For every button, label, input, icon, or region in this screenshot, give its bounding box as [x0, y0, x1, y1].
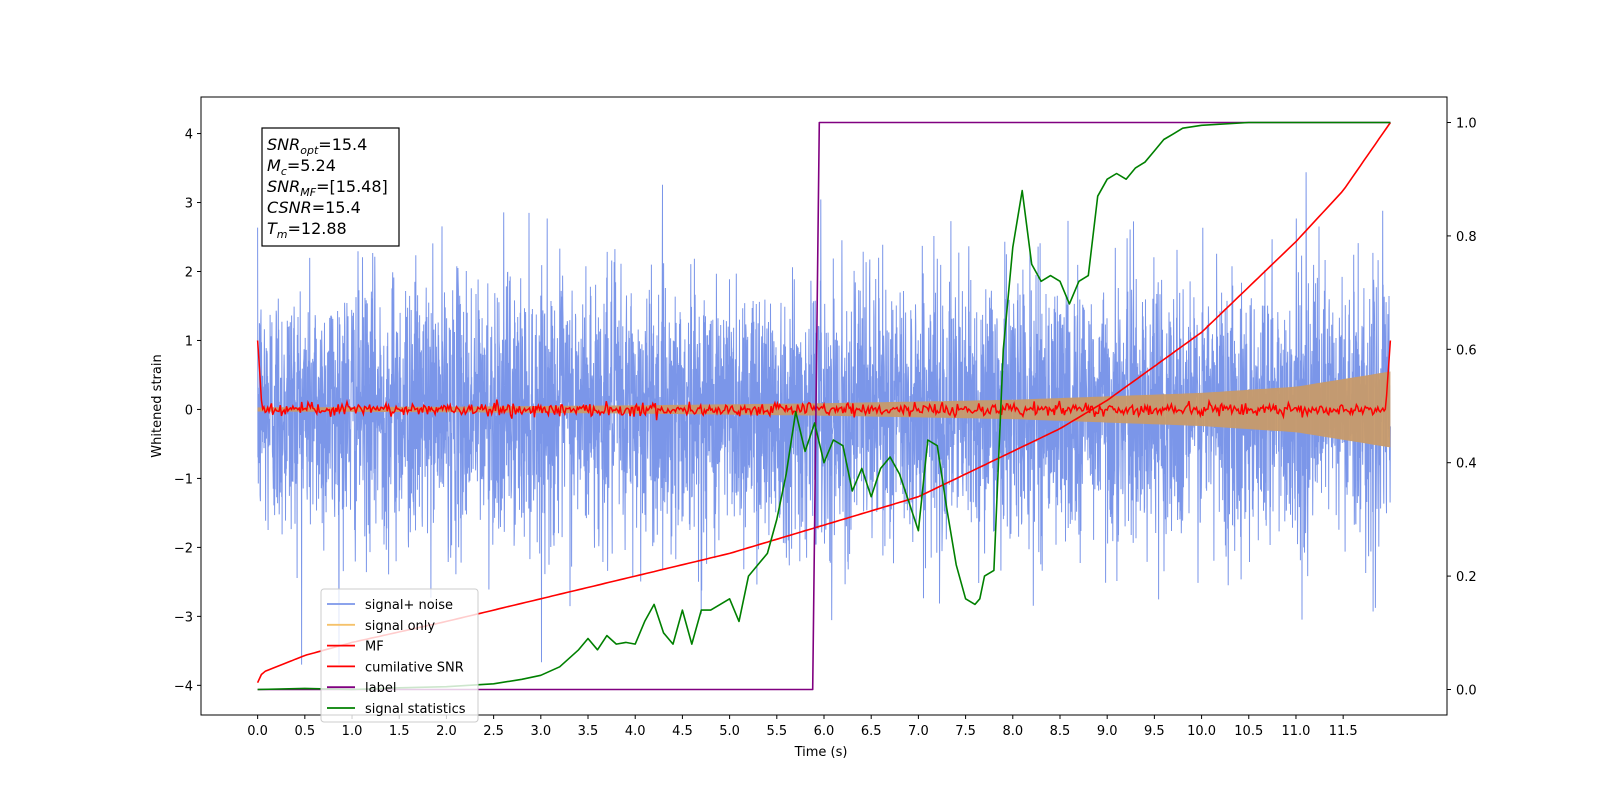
- annotation-line: SNRMF=[15.48]: [267, 177, 388, 199]
- annotation-frame: [261, 127, 400, 247]
- axes: 0.0 0.5 1.0 1.5 2.0 2.5 3.0 3.5 4.0 4.5 5.0 5.5 6.0 6…: [174, 117, 1477, 739]
- x-tick-label: 6.0: [814, 724, 835, 739]
- x-tick-label: 7.0: [908, 724, 929, 739]
- annotation-line: CSNR=15.4: [267, 198, 361, 217]
- y-tick-label: −3: [174, 610, 193, 625]
- y-tick-label: −4: [174, 679, 193, 694]
- x-tick-label: 8.0: [1002, 724, 1023, 739]
- y2-tick-label: 0.2: [1456, 570, 1477, 585]
- y-tick-label: 1: [185, 334, 193, 349]
- y2-tick-label: 0.8: [1456, 230, 1477, 245]
- x-tick-label: 9.0: [1097, 724, 1118, 739]
- y-tick-label: −1: [174, 472, 193, 487]
- series-signal-noise: [257, 172, 1391, 665]
- x-tick-label: 1.5: [389, 724, 410, 739]
- legend-label: signal+ noise: [365, 598, 453, 613]
- y-tick-label: 4: [185, 128, 193, 143]
- x-tick-label: 9.5: [1144, 724, 1165, 739]
- annotation-line: SNRopt=15.4: [267, 135, 367, 157]
- legend-label: cumilative SNR: [365, 660, 464, 675]
- y-tick-label: 2: [185, 266, 193, 281]
- y2-tick-label: 0.4: [1456, 457, 1477, 472]
- annotation-box: SNRopt=15.4Mc=5.24SNRMF=[15.48]CSNR=15.4…: [261, 127, 400, 247]
- y2-tick-label: 0.0: [1456, 683, 1477, 698]
- series-label: [257, 121, 1391, 691]
- x-tick-label: 2.0: [436, 724, 457, 739]
- annotation-line: Mc=5.24: [267, 156, 336, 178]
- x-tick-label: 6.5: [861, 724, 882, 739]
- x-tick-label: 5.5: [766, 724, 787, 739]
- legend-label: label: [365, 681, 396, 696]
- x-axis-label: Time (s): [794, 745, 848, 760]
- y-tick-label: 3: [185, 197, 193, 212]
- x-tick-label: 10.5: [1234, 724, 1263, 739]
- x-tick-label: 10.0: [1187, 724, 1216, 739]
- x-tick-label: 5.0: [719, 724, 740, 739]
- x-tick-label: 7.5: [955, 724, 976, 739]
- y2-tick-label: 1.0: [1456, 117, 1477, 132]
- x-tick-label: 2.5: [483, 724, 504, 739]
- x-tick-label: 3.5: [578, 724, 599, 739]
- legend-label: signal statistics: [365, 702, 466, 717]
- x-tick-label: 11.0: [1281, 724, 1310, 739]
- legend-label: MF: [365, 640, 384, 655]
- x-tick-label: 0.5: [294, 724, 315, 739]
- x-tick-label: 1.0: [342, 724, 363, 739]
- series-signal-only: [257, 371, 1391, 448]
- legend-frame: [320, 588, 479, 723]
- x-tick-label: 11.5: [1329, 724, 1358, 739]
- series-mf: [256, 340, 1392, 421]
- x-tick-label: 4.5: [672, 724, 693, 739]
- x-tick-label: 8.5: [1050, 724, 1071, 739]
- legend: signal+ noise signal only MF cumilative SNR…: [320, 588, 479, 723]
- x-tick-label: 3.0: [530, 724, 551, 739]
- y-tick-label: 0: [185, 403, 193, 418]
- y-tick-label: −2: [174, 541, 193, 556]
- annotation-line: Tm=12.88: [267, 219, 347, 241]
- series-signal-statistics: [257, 121, 1391, 691]
- y-axis-label: Whitened strain: [150, 354, 165, 457]
- x-tick-label: 0.0: [247, 724, 268, 739]
- x-tick-label: 4.0: [625, 724, 646, 739]
- legend-label: signal only: [365, 619, 435, 634]
- y2-tick-label: 0.6: [1456, 343, 1477, 358]
